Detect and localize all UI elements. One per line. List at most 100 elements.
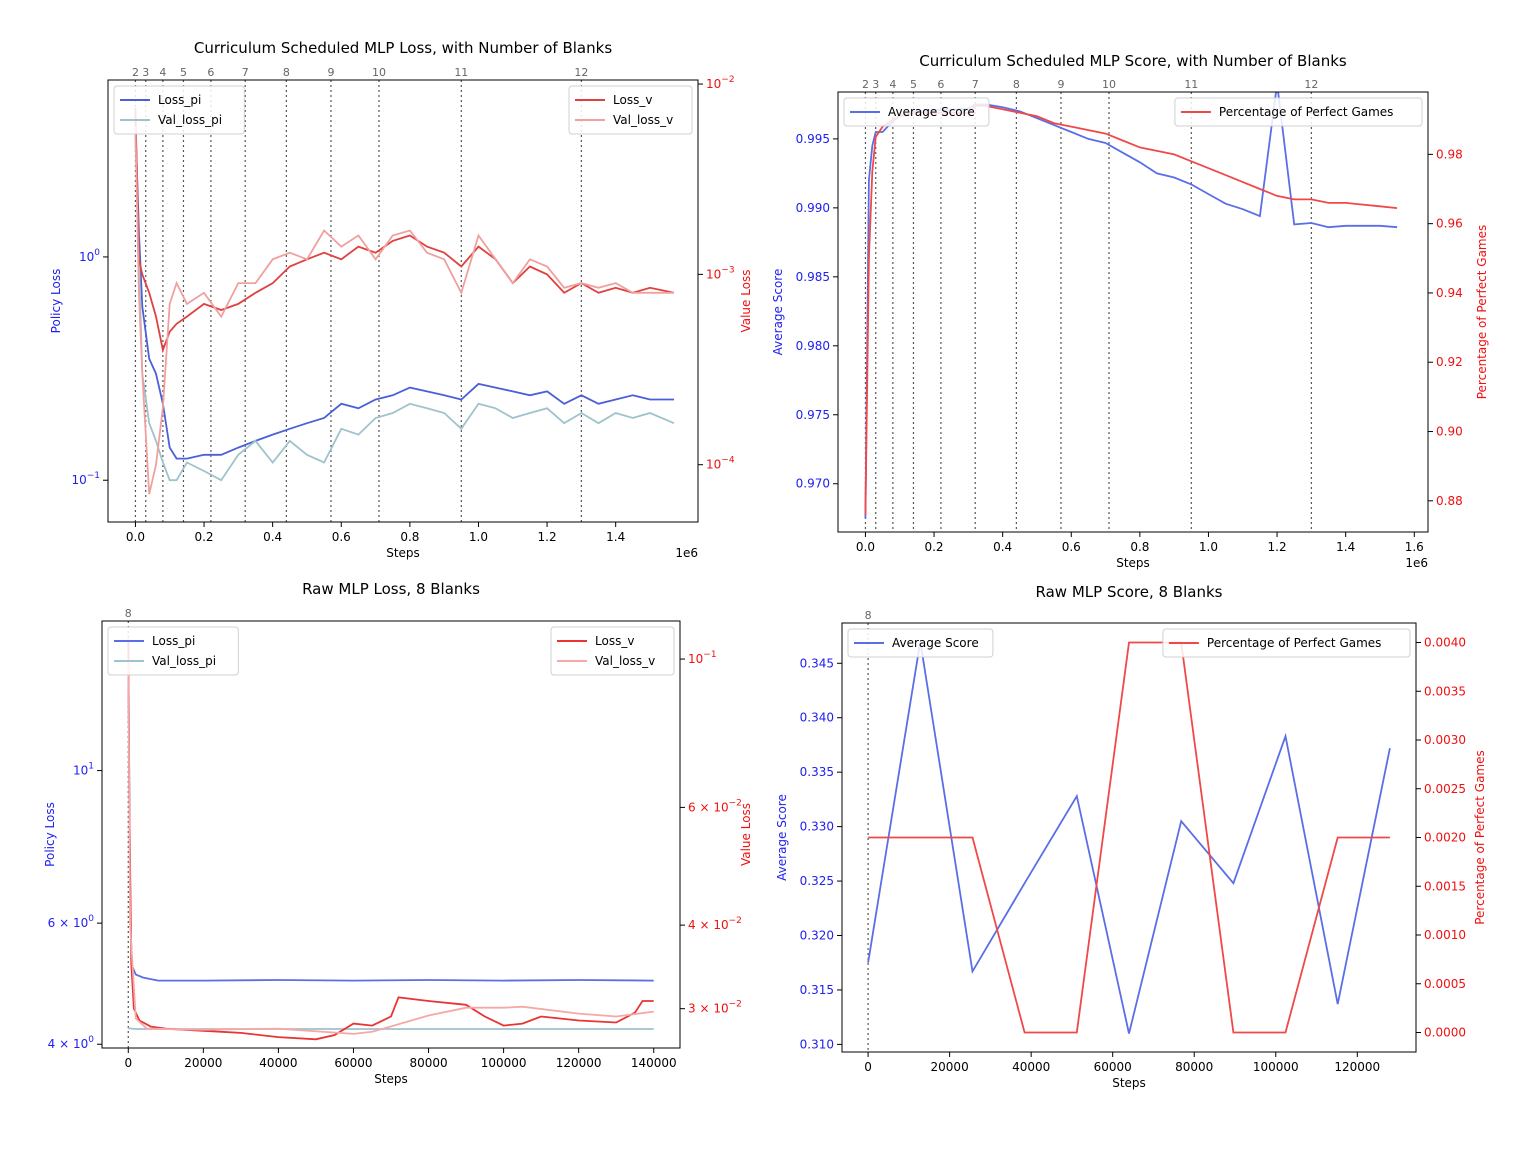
series-line-val-loss-pi <box>134 135 675 482</box>
x-axis-label: Steps <box>1112 1076 1146 1090</box>
x-tick-label: 120000 <box>556 1056 602 1070</box>
series-line-val-loss-v <box>127 658 654 1035</box>
blank-count-label: 8 <box>865 609 872 622</box>
y-left-axis-label: Policy Loss <box>43 802 57 867</box>
chart-title: Curriculum Scheduled MLP Loss, with Numb… <box>194 39 612 57</box>
legend-box <box>550 626 675 676</box>
y-left-tick-label: 0.980 <box>796 339 830 353</box>
blank-count-label: 8 <box>1013 78 1020 91</box>
y-left-tick-label: 0.310 <box>800 1037 834 1051</box>
legend-label: Val_loss_pi <box>158 113 222 127</box>
x-tick-label: 140000 <box>631 1056 677 1070</box>
x-tick-label: 0.0 <box>856 540 875 554</box>
legend-box <box>568 85 693 135</box>
y-right-axis-label: Value Loss <box>739 803 753 866</box>
x-tick-label: 60000 <box>1094 1060 1132 1074</box>
y-left-tick-label: 0.975 <box>796 408 830 422</box>
series-line-average-score <box>864 92 1398 519</box>
blank-count-label: 7 <box>972 78 979 91</box>
blank-count-label: 4 <box>889 78 896 91</box>
x-offset-label: 1e6 <box>1405 556 1428 570</box>
series-line-percentage-of-perfect-games <box>868 641 1390 1034</box>
x-tick-label: 100000 <box>481 1056 527 1070</box>
x-tick-label: 60000 <box>334 1056 372 1070</box>
blank-count-label: 10 <box>372 66 386 79</box>
legend-label: Average Score <box>892 636 979 650</box>
x-axis-label: Steps <box>1116 556 1150 570</box>
y-right-tick-label: 0.0005 <box>1424 977 1466 991</box>
blank-count-label: 9 <box>327 66 334 79</box>
blank-count-label: 11 <box>1184 78 1198 91</box>
x-tick-label: 40000 <box>1012 1060 1050 1074</box>
y-right-axis-label: Percentage of Perfect Games <box>1473 750 1487 925</box>
chart-p3: Raw MLP Loss, 8 Blanks 8 0 20000 40000 60000 8… <box>43 580 753 1086</box>
legend-label: Loss_pi <box>152 634 195 648</box>
blank-count-label: 9 <box>1057 78 1064 91</box>
legend-label: Loss_v <box>613 93 652 107</box>
blank-count-label: 2 <box>862 78 869 91</box>
y-left-tick-label: 0.320 <box>800 928 834 942</box>
series-line-loss-v <box>134 107 675 354</box>
legend-label: Val_loss_v <box>613 113 673 127</box>
y-tick-label: 6 × 100 <box>48 914 95 930</box>
blank-count-label: 6 <box>207 66 214 79</box>
x-tick-label: 100000 <box>1253 1060 1299 1074</box>
series-line-val-loss-v <box>134 126 674 495</box>
y-right-axis-label: Value Loss <box>739 269 753 332</box>
series-line-average-score <box>867 641 1391 1034</box>
y-left-tick-label: 0.335 <box>800 765 834 779</box>
blank-count-label: 8 <box>125 607 132 620</box>
y-right-tick-label: 0.88 <box>1436 494 1463 508</box>
y-tick-label: 10−1 <box>71 471 100 487</box>
x-tick-label: 80000 <box>409 1056 447 1070</box>
legend-box <box>1174 97 1423 127</box>
legend-left: Loss_pi Val_loss_pi <box>113 85 245 135</box>
legend-left: Average Score <box>847 628 994 658</box>
y-left-axis-label: Average Score <box>775 794 789 881</box>
legend-label: Loss_v <box>595 634 634 648</box>
legend-label: Val_loss_pi <box>152 654 216 668</box>
legend-label: Loss_pi <box>158 93 201 107</box>
y-tick-label: 100 <box>79 248 100 264</box>
legend-right: Percentage of Perfect Games <box>1162 628 1411 658</box>
x-tick-label: 1.6 <box>1405 540 1424 554</box>
legend-label: Average Score <box>888 105 975 119</box>
legend-right: Loss_v Val_loss_v <box>550 626 675 676</box>
x-tick-label: 0.2 <box>924 540 943 554</box>
y-right-tick-label: 0.96 <box>1436 217 1463 231</box>
y-left-axis-label: Policy Loss <box>49 269 63 334</box>
chart-title: Raw MLP Score, 8 Blanks <box>1036 583 1223 601</box>
x-tick-label: 0.4 <box>263 530 282 544</box>
blank-count-label: 11 <box>454 66 468 79</box>
legend-left: Average Score <box>843 97 990 127</box>
y-right-tick-label: 0.0035 <box>1424 684 1466 698</box>
y-tick-label: 10−4 <box>706 456 735 472</box>
legend-left: Loss_pi Val_loss_pi <box>107 626 239 676</box>
chart-title: Raw MLP Loss, 8 Blanks <box>302 580 480 598</box>
y-left-tick-label: 0.985 <box>796 270 830 284</box>
series-line-loss-pi <box>134 122 674 460</box>
y-right-tick-label: 0.92 <box>1436 355 1463 369</box>
x-tick-label: 0.6 <box>1062 540 1081 554</box>
x-tick-label: 80000 <box>1175 1060 1213 1074</box>
x-tick-label: 0 <box>124 1056 132 1070</box>
blank-count-label: 5 <box>180 66 187 79</box>
blank-count-label: 3 <box>142 66 149 79</box>
y-left-tick-label: 0.995 <box>796 132 830 146</box>
x-tick-label: 1.0 <box>469 530 488 544</box>
blank-count-label: 12 <box>574 66 588 79</box>
legend-box <box>107 626 239 676</box>
y-left-tick-label: 0.315 <box>800 983 834 997</box>
series-line-percentage-of-perfect-games <box>864 105 1398 515</box>
x-tick-label: 0.0 <box>126 530 145 544</box>
legend-label: Percentage of Perfect Games <box>1219 105 1394 119</box>
x-tick-label: 0.2 <box>194 530 213 544</box>
chart-p1: Curriculum Scheduled MLP Loss, with Numb… <box>49 39 753 560</box>
x-tick-label: 1.2 <box>538 530 557 544</box>
y-tick-label: 10−2 <box>706 75 735 91</box>
blank-count-label: 8 <box>283 66 290 79</box>
y-right-tick-label: 0.94 <box>1436 286 1463 300</box>
legend-label: Val_loss_v <box>595 654 655 668</box>
y-right-tick-label: 0.0040 <box>1424 636 1466 650</box>
y-right-tick-label: 0.0015 <box>1424 879 1466 893</box>
